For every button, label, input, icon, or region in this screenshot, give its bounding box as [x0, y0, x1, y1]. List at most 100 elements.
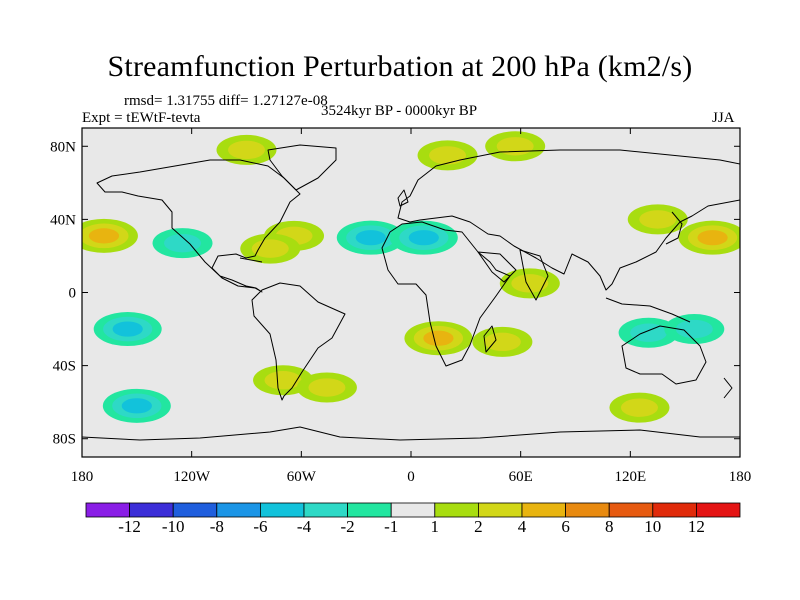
x-tick-label: 180 [71, 469, 94, 485]
colorbar-swatch [652, 502, 697, 518]
colorbar-label: -8 [210, 517, 224, 536]
colorbar-label: 1 [431, 517, 440, 536]
anomaly-band [511, 274, 549, 293]
coastline-south-america [251, 282, 346, 401]
colorbar-label: 6 [561, 517, 570, 536]
coastline-japan [665, 211, 683, 245]
coastline-cuba [239, 257, 263, 263]
anomaly-region [240, 233, 301, 264]
colorbar-label: 4 [518, 517, 527, 536]
colorbar-swatch [129, 502, 174, 518]
colorbar-swatch [85, 502, 130, 518]
anomaly-region [678, 220, 740, 255]
y-tick-label: 80N [50, 139, 76, 155]
colorbar-swatch [216, 502, 261, 518]
x-tick-label: 60W [287, 469, 317, 485]
colorbar-swatch [434, 502, 479, 518]
coastline-north-america [96, 159, 301, 293]
anomaly-band [429, 146, 467, 165]
colorbar-swatch [565, 502, 610, 518]
coastline-australia [621, 325, 707, 385]
anomaly-band [264, 371, 302, 390]
anomaly-region [627, 204, 688, 235]
colorbar-swatch [477, 502, 523, 518]
anomaly-region [93, 312, 162, 347]
anomaly-band [697, 230, 728, 246]
anomaly-region [499, 268, 560, 299]
coastline-new-zealand [723, 377, 733, 399]
period-label: 3524kyr BP - 0000kyr BP [321, 103, 478, 119]
anomaly-band [88, 228, 120, 244]
colorbar-swatch [172, 502, 218, 518]
experiment-label: Expt = tEWtF-tevta [82, 110, 201, 126]
anomaly-region [618, 317, 679, 348]
coastline-india [519, 249, 549, 301]
anomaly-region [417, 140, 478, 171]
anomaly-region [472, 326, 533, 357]
anomaly-band [164, 233, 202, 253]
anomaly-band [483, 332, 521, 352]
coastline-madagascar [483, 325, 497, 353]
anomaly-region [82, 218, 138, 253]
anomaly-region [485, 131, 546, 162]
anomaly-band [423, 330, 454, 346]
colorbar-swatch [390, 502, 436, 518]
colorbar-label: 2 [474, 517, 483, 536]
colorbar: -12 -10 -8 -6 -4 -2 -1 1 2 4 6 8 10 12 [85, 502, 741, 536]
colorbar-label: -6 [253, 517, 267, 536]
axis-ticks: 180 120W 60W 0 60E 120E 180 80N 40N 0 40S 80S [50, 128, 751, 485]
rmsd-stats-label: rmsd= 1.31755 diff= 1.27127e-08 [124, 93, 328, 109]
colorbar-swatch [696, 502, 741, 518]
colorbar-swatch [347, 502, 392, 518]
anomaly-band [675, 319, 713, 339]
y-tick-label: 40S [53, 359, 76, 375]
x-tick-label: 120E [614, 469, 646, 485]
colorbar-label: 8 [605, 517, 614, 536]
coastline-indonesia [605, 297, 691, 323]
anomaly-region [102, 388, 171, 423]
y-tick-label: 0 [69, 286, 77, 302]
colorbar-label: -1 [384, 517, 398, 536]
chart-title: Streamfunction Perturbation at 200 hPa (… [107, 50, 693, 83]
anomaly-region [664, 314, 725, 345]
colorbar-label: -10 [162, 517, 185, 536]
colorbar-label: -2 [341, 517, 355, 536]
anomaly-region [152, 228, 213, 259]
season-label: JJA [712, 110, 735, 126]
anomaly-band [496, 137, 534, 156]
x-tick-label: 0 [407, 469, 415, 485]
x-tick-label: 60E [509, 469, 533, 485]
anomaly-band [112, 321, 143, 337]
anomaly-band [355, 230, 386, 246]
colorbar-label: 10 [644, 517, 661, 536]
anomaly-band [630, 323, 668, 342]
colorbar-swatch [608, 502, 654, 518]
coastline-arabia [477, 251, 517, 283]
y-tick-label: 80S [53, 432, 76, 448]
anomaly-band [408, 230, 439, 246]
anomaly-band [639, 210, 677, 229]
anomaly-band [251, 239, 289, 258]
anomaly-region [609, 392, 670, 423]
anomaly-band [620, 398, 658, 417]
coastline-africa [381, 221, 511, 367]
coastline-eurasia [397, 149, 740, 291]
colorbar-swatch [303, 502, 348, 518]
coastline-greenland [267, 144, 337, 191]
coastline-uk [397, 189, 409, 207]
anomaly-region [216, 134, 277, 165]
colorbar-swatch [521, 502, 566, 518]
coastlines [82, 144, 740, 441]
anomaly-band [228, 140, 265, 160]
anomaly-band [308, 378, 346, 397]
x-tick-label: 120W [173, 469, 211, 485]
colorbar-label: -4 [297, 517, 312, 536]
anomaly-region [296, 372, 357, 403]
colorbar-label: 12 [688, 517, 705, 536]
x-tick-label: 180 [729, 469, 752, 485]
colorbar-label: -12 [118, 517, 141, 536]
colorbar-swatch [259, 502, 305, 518]
anomaly-region [389, 220, 458, 255]
anomaly-region [336, 220, 405, 255]
